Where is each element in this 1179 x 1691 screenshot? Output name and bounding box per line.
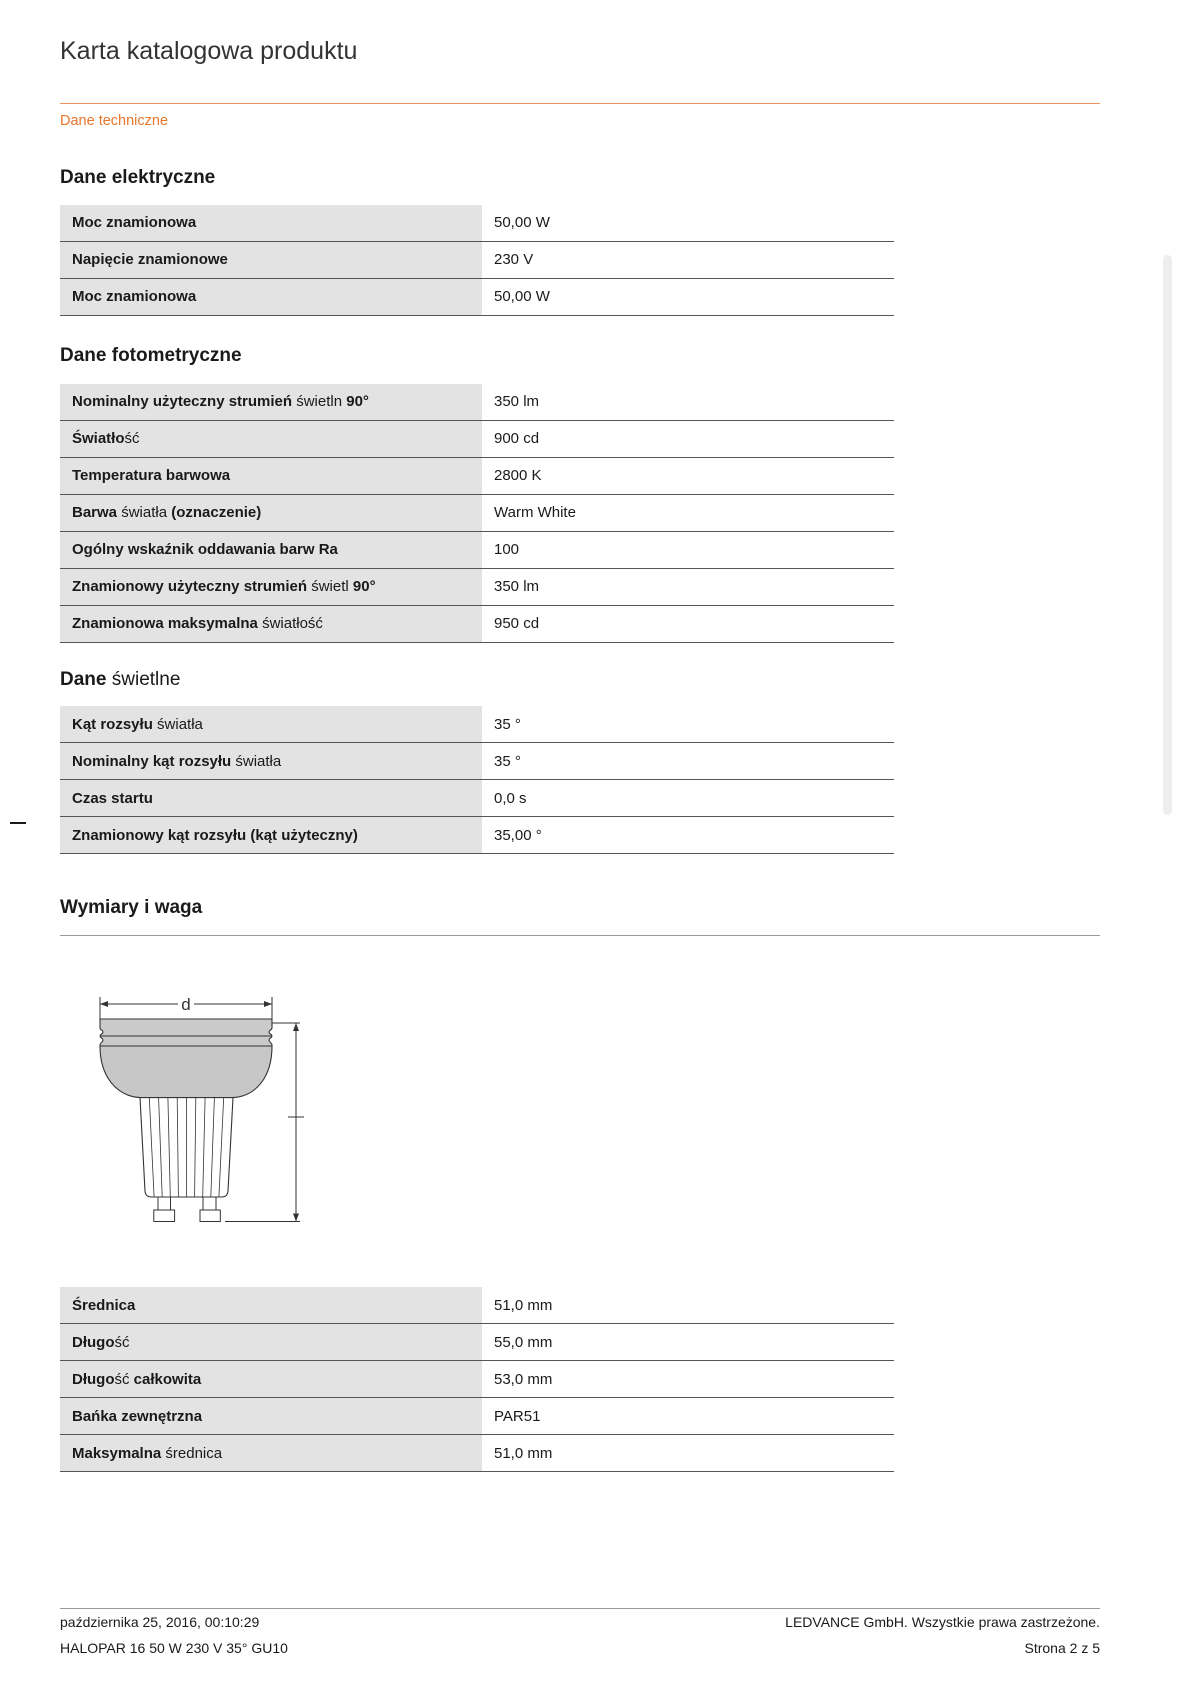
svg-text:d: d <box>181 995 190 1014</box>
